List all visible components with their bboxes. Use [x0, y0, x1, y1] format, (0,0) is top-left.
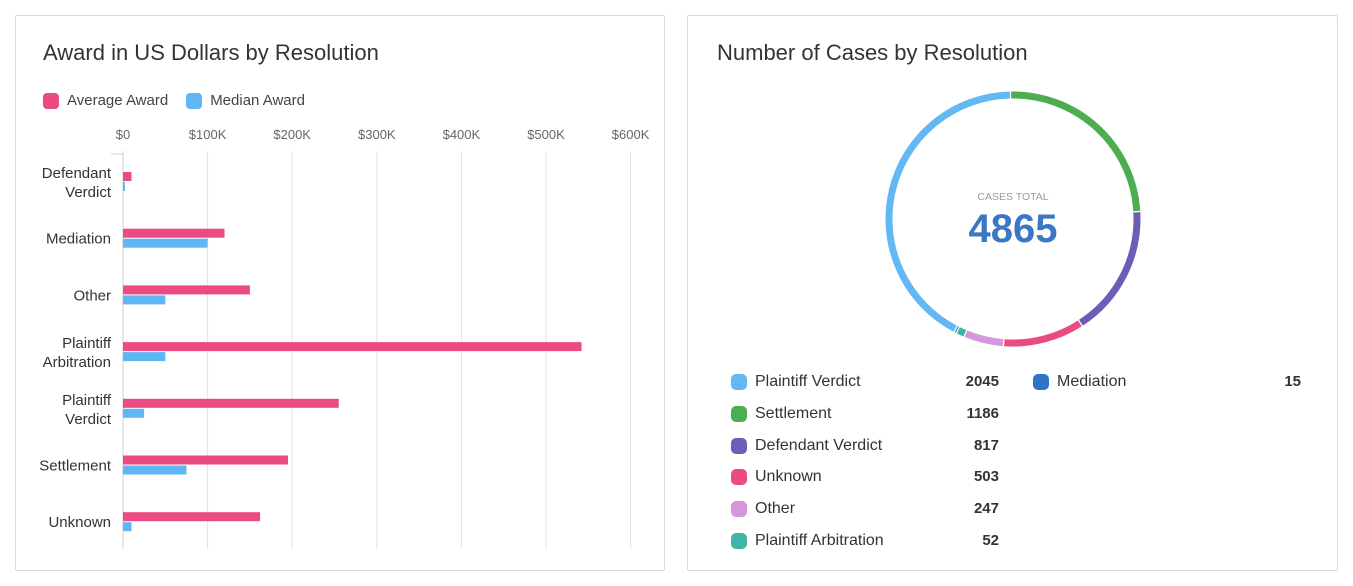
category-label-other: Other [73, 287, 111, 304]
bar-median-award-mediation[interactable] [123, 238, 208, 248]
plaintiff-arbitration-swatch [731, 533, 747, 549]
donut-slice-plaintiff-arbitration[interactable] [956, 327, 967, 337]
cases-total-label: CASES TOTAL [977, 191, 1048, 203]
bar-median-award-defendant-verdict[interactable] [123, 182, 125, 191]
legend-label-unknown: Unknown [755, 468, 822, 486]
category-label-defendant-verdict: Defendant Verdict [42, 165, 112, 201]
legend-value-plaintiff-verdict: 2045 [965, 373, 999, 390]
settlement-swatch [731, 405, 747, 422]
x-tick-label: $300K [358, 127, 396, 142]
bar-average-award-plaintiff-arbitration[interactable] [123, 342, 582, 352]
bar-average-award-settlement[interactable] [123, 455, 288, 465]
donut-slice-mediation[interactable] [954, 326, 959, 333]
legend-label-average-award: Average Award [67, 92, 169, 109]
legend-item-median-award[interactable]: Median Award [186, 92, 305, 109]
bar-average-award-plaintiff-verdict[interactable] [123, 398, 339, 408]
award-bar-chart: $0 $100K $200K $300K $400K $500K $600K Defendan… [39, 127, 650, 549]
award-chart-title: Award in US Dollars by Resolution [43, 40, 379, 65]
unknown-swatch [731, 469, 747, 486]
category-label-plaintiff-verdict: Plaintiff Verdict [62, 392, 112, 428]
bar-average-award-other[interactable] [123, 285, 250, 295]
donut-slice-settlement[interactable] [1011, 91, 1141, 212]
legend-item-plaintiff-arbitration[interactable]: Plaintiff Arbitration [731, 531, 884, 551]
legend-label-plaintiff-arbitration: Plaintiff Arbitration [755, 532, 884, 549]
legend-item-unknown[interactable]: Unknown [731, 467, 822, 487]
legend-item-plaintiff-verdict[interactable]: Plaintiff Verdict [731, 372, 861, 392]
bar-median-award-plaintiff-arbitration[interactable] [123, 352, 166, 362]
donut-slice-plaintiff-verdict[interactable] [885, 91, 1010, 332]
defendant-verdict-swatch [731, 437, 747, 454]
x-tick-label: $400K [443, 127, 481, 142]
legend-item-other[interactable]: Other [731, 499, 795, 519]
plaintiff-verdict-swatch [731, 374, 747, 390]
category-label-mediation: Mediation [46, 231, 111, 248]
legend-value-mediation: 15 [1284, 373, 1301, 390]
legend-value-plaintiff-arbitration: 52 [982, 532, 999, 549]
bar-average-award-unknown[interactable] [123, 512, 261, 522]
bar-average-award-mediation[interactable] [123, 228, 225, 238]
category-label-settlement: Settlement [39, 458, 112, 475]
donut-slice-unknown[interactable] [1004, 320, 1082, 347]
award-legend: Average Award Median Award [43, 92, 305, 109]
category-label-plaintiff-arbitration: Plaintiff Arbitration [43, 335, 112, 371]
cases-card: Number of Cases by Resolution CASES TOTA… [687, 15, 1338, 571]
legend-value-defendant-verdict: 817 [973, 436, 999, 454]
legend-item-settlement[interactable]: Settlement [731, 404, 831, 424]
legend-item-average-award[interactable]: Average Award [43, 92, 168, 109]
legend-label-plaintiff-verdict: Plaintiff Verdict [755, 373, 861, 390]
category-label-unknown: Unknown [48, 514, 111, 531]
award-card: Award in US Dollars by Resolution Averag… [15, 15, 665, 571]
donut-slice-defendant-verdict[interactable] [1079, 212, 1141, 326]
x-tick-label: $500K [527, 127, 565, 142]
legend-item-defendant-verdict[interactable]: Defendant Verdict [731, 436, 882, 456]
legend-item-mediation[interactable]: Mediation [1033, 372, 1126, 392]
legend-label-defendant-verdict: Defendant Verdict [755, 436, 883, 454]
median-award-swatch [186, 92, 203, 109]
mediation-swatch [1033, 374, 1049, 390]
legend-value-settlement: 1186 [966, 404, 999, 422]
legend-label-settlement: Settlement [755, 404, 832, 422]
average-award-swatch [43, 92, 59, 109]
legend-label-other: Other [755, 500, 796, 518]
legend-value-other: 247 [973, 500, 999, 518]
cases-total-value: 4865 [969, 207, 1058, 251]
cases-chart-title: Number of Cases by Resolution [717, 40, 1028, 65]
x-tick-label: $100K [189, 127, 227, 142]
bar-median-award-unknown[interactable] [123, 522, 132, 532]
legend-value-unknown: 503 [973, 468, 999, 486]
cases-donut-chart: CASES TOTAL 4865 [885, 91, 1141, 347]
x-tick-label: $0 [116, 127, 130, 142]
x-tick-label: $600K [612, 127, 650, 142]
legend-label-median-award: Median Award [210, 92, 305, 109]
bar-median-award-plaintiff-verdict[interactable] [123, 408, 145, 418]
legend-label-mediation: Mediation [1057, 373, 1127, 390]
bar-median-award-other[interactable] [123, 295, 166, 305]
bar-average-award-defendant-verdict[interactable] [123, 172, 132, 181]
other-swatch [731, 501, 747, 518]
x-tick-label: $200K [273, 127, 311, 142]
bar-median-award-settlement[interactable] [123, 465, 187, 475]
donut-slice-other[interactable] [964, 330, 1004, 347]
